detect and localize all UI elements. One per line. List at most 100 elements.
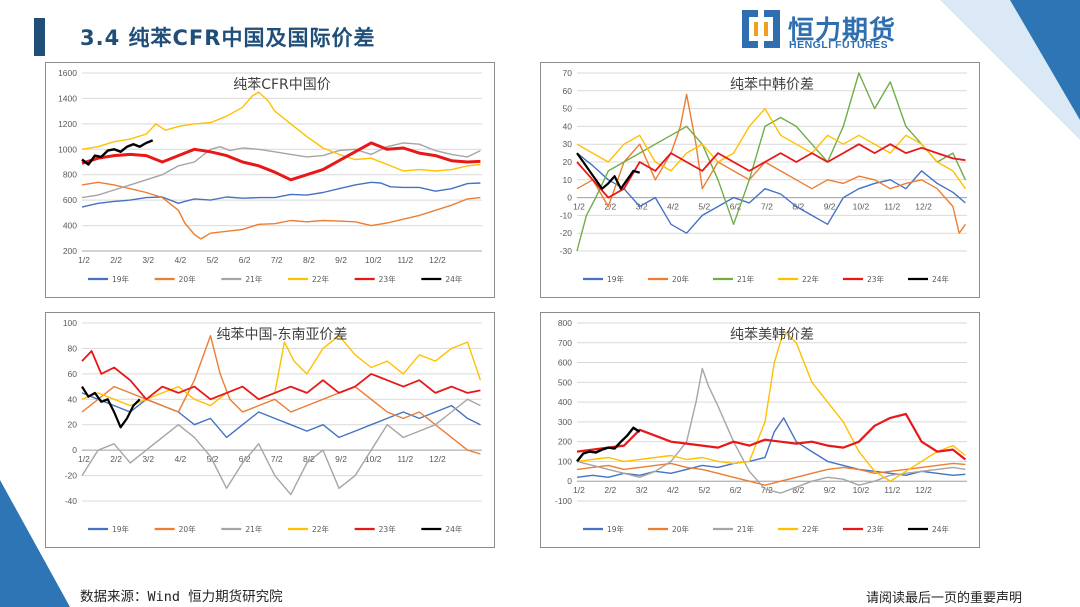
legend-label: 23年: [867, 274, 885, 284]
y-tick-label: 400: [558, 397, 572, 407]
x-tick-label: 4/2: [174, 454, 186, 464]
series-line-21年: [576, 72, 967, 252]
y-tick-label: -10: [560, 210, 573, 220]
legend-label: 22年: [802, 524, 820, 534]
y-tick-label: 700: [558, 338, 572, 348]
x-tick-label: 5/2: [698, 485, 710, 495]
x-tick-label: 6/2: [730, 485, 742, 495]
y-tick-label: 100: [558, 456, 572, 466]
legend-label: 21年: [245, 274, 263, 284]
legend-label: 19年: [112, 274, 130, 284]
x-tick-label: 3/2: [142, 255, 154, 265]
y-tick-label: 200: [63, 246, 77, 256]
series-line-23年: [81, 141, 481, 182]
legend-label: 23年: [867, 524, 885, 534]
x-tick-label: 11/2: [884, 202, 900, 212]
x-tick-label: 6/2: [239, 454, 251, 464]
y-tick-label: -20: [560, 228, 573, 238]
x-tick-label: 9/2: [335, 454, 347, 464]
series-line-22年: [81, 91, 481, 172]
y-tick-label: 40: [68, 394, 78, 404]
chart-svg: 200 400 600 800 1000 1200 1400 1600 1/2 2/2 3/2 4/2…: [58, 68, 482, 284]
y-tick-label: 60: [563, 86, 573, 96]
x-tick-label: 4/2: [174, 255, 186, 265]
chart-title: 纯苯中国-东南亚价差: [216, 326, 347, 343]
legend-label: 22年: [312, 274, 330, 284]
x-tick-label: 12/2: [429, 255, 446, 265]
y-tick-label: 300: [558, 417, 572, 427]
y-tick-label: 70: [563, 68, 573, 78]
y-tick-label: 20: [563, 157, 573, 167]
y-tick-label: -20: [65, 471, 78, 481]
y-tick-label: 800: [63, 170, 77, 180]
y-tick-label: 1400: [58, 93, 77, 103]
series-line-21年: [576, 367, 966, 494]
x-tick-label: 8/2: [303, 255, 315, 265]
legend-label: 19年: [112, 524, 130, 534]
series-line-22年: [576, 330, 966, 482]
x-tick-label: 3/2: [636, 485, 648, 495]
x-tick-label: 2/2: [110, 255, 122, 265]
x-tick-label: 10/2: [853, 202, 870, 212]
y-tick-label: 0: [567, 476, 572, 486]
chart-us-korea-spread: -100 0 100 200 300 400 500 600 700 800 1/2 2/2 3/2 4/…: [540, 312, 980, 548]
x-tick-label: 1/2: [573, 485, 585, 495]
y-tick-label: 500: [558, 377, 572, 387]
x-tick-label: 7/2: [761, 202, 773, 212]
x-tick-label: 1/2: [573, 202, 585, 212]
company-logo: 恒力期货 HENGLI FUTURES: [742, 10, 912, 52]
legend-label: 24年: [932, 524, 950, 534]
series-line-19年: [81, 181, 481, 208]
x-tick-label: 12/2: [429, 454, 446, 464]
x-tick-label: 1/2: [78, 255, 90, 265]
x-tick-label: 10/2: [365, 255, 382, 265]
x-tick-label: 4/2: [667, 202, 679, 212]
x-tick-label: 8/2: [792, 485, 804, 495]
x-tick-label: 5/2: [698, 202, 710, 212]
legend-label: 22年: [802, 274, 820, 284]
x-tick-label: 8/2: [792, 202, 804, 212]
chart-china-korea-spread: -30 -20 -10 0 10 20 30 40 50 60 70 1/2 2/2 3/2 4/2 5/2 6…: [540, 62, 980, 298]
x-tick-label: 7/2: [271, 454, 283, 464]
x-tick-label: 2/2: [604, 485, 616, 495]
legend-label: 22年: [312, 524, 330, 534]
data-source-note: 数据来源：Wind 恒力期货研究院: [80, 589, 283, 605]
chart-title: 纯苯美韩价差: [730, 326, 814, 343]
legend-label: 20年: [672, 274, 690, 284]
y-tick-label: 100: [63, 318, 77, 328]
y-tick-label: 0: [72, 445, 77, 455]
x-tick-label: 12/2: [915, 202, 932, 212]
series-line-23年: [576, 412, 967, 461]
logo-mark-icon: [742, 10, 780, 48]
y-tick-label: 20: [68, 420, 78, 430]
legend-label: 23年: [379, 274, 397, 284]
legend-label: 24年: [445, 274, 463, 284]
y-tick-label: 40: [563, 121, 573, 131]
y-tick-label: 0: [567, 193, 572, 203]
x-tick-label: 7/2: [271, 255, 283, 265]
logo-chinese-name: 恒力期货: [788, 16, 897, 46]
y-tick-label: 50: [563, 104, 573, 114]
legend-label: 20年: [179, 274, 197, 284]
chart-title: 纯苯中韩价差: [730, 76, 814, 93]
chart-cfr-china-price: 200 400 600 800 1000 1200 1400 1600 1/2 2/2 3/2 4/2…: [45, 62, 495, 298]
y-tick-label: 400: [63, 221, 77, 231]
x-tick-label: 12/2: [915, 485, 932, 495]
x-tick-label: 9/2: [824, 485, 836, 495]
series-line-24年: [576, 426, 641, 463]
y-tick-label: 30: [563, 139, 573, 149]
legend-label: 20年: [672, 524, 690, 534]
x-tick-label: 5/2: [207, 454, 219, 464]
legend-label: 21年: [737, 524, 755, 534]
y-tick-label: 1200: [58, 119, 77, 129]
y-tick-label: 60: [68, 369, 78, 379]
series-line-20年: [81, 181, 481, 240]
x-tick-label: 6/2: [730, 202, 742, 212]
series-line-23年: [81, 350, 481, 401]
x-tick-label: 6/2: [239, 255, 251, 265]
legend-label: 24年: [445, 524, 463, 534]
x-tick-label: 5/2: [207, 255, 219, 265]
y-tick-label: 600: [558, 358, 572, 368]
x-tick-label: 9/2: [335, 255, 347, 265]
x-tick-label: 2/2: [110, 454, 122, 464]
